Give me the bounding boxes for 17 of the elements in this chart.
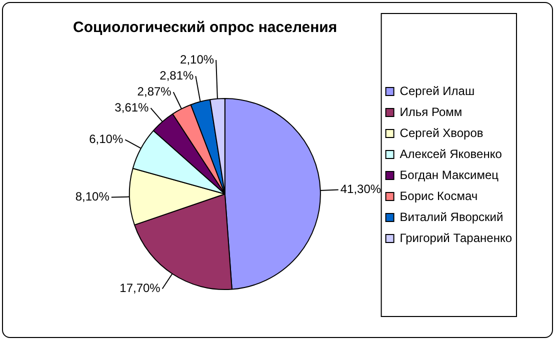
data-label: 41,30% [340,182,382,196]
legend-label: Илья Ромм [400,104,462,119]
data-label: 6,10% [89,132,124,146]
legend-label: Сергей Илаш [400,84,475,98]
legend-label: Виталий Яворский [400,210,504,224]
data-label: 2,87% [137,84,172,98]
legend-label: Борис Космач [400,188,478,203]
data-label: 2,10% [180,52,214,66]
data-label: 17,70% [120,281,161,296]
data-label: 2,81% [160,68,194,82]
legend-label: Григорий Тараненко [400,230,512,245]
legend-label: Алексей Яковенко [400,146,502,161]
legend-label: Сергей Хворов [400,126,484,140]
data-label: 8,10% [75,190,110,204]
chart-title: Социологический опрос населения [73,19,338,36]
legend-label: Богдан Максимец [400,168,499,182]
data-label: 3,61% [114,100,150,114]
